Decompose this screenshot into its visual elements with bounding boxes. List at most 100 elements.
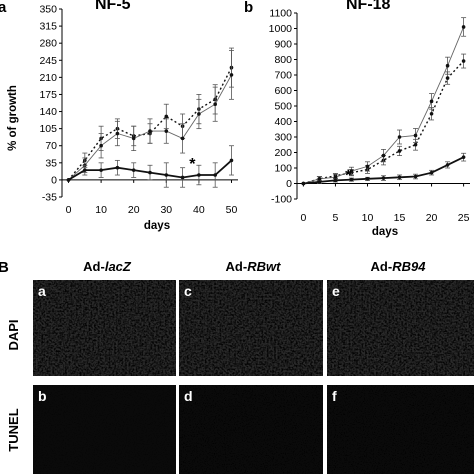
data-point [349,169,354,173]
micrograph-grid: a c e b d f [33,280,474,474]
significance-marker: * [345,167,352,184]
data-point [229,73,234,77]
tile-letter: e [332,283,340,299]
data-point [83,168,87,172]
tile-letter: d [184,388,193,404]
y-tick-label: 350 [39,4,57,16]
data-point [397,149,402,153]
tile-letter: c [184,283,192,299]
micrograph-tunel: b [33,385,176,474]
x-tick-label: 20 [128,204,140,216]
y-tick-label: 70 [45,140,57,152]
data-point [131,168,136,172]
chart-title-nf18: NF-18 [346,0,391,13]
x-axis-label-nf18: days [372,226,398,238]
data-point [429,111,434,116]
y-tick-label: 100 [274,163,292,175]
column-header-rbwt: Ad-RBwt [226,259,282,274]
x-tick-label: 0 [300,212,306,224]
data-point [317,177,322,181]
data-point [445,163,450,167]
y-tick-label: 105 [39,123,57,135]
data-point [164,173,169,177]
data-point [164,114,169,119]
chart-nf18: b NF-18 days -10001002003004005006007008… [244,0,470,238]
row-label-dapi: DAPI [6,319,21,350]
data-point [365,164,370,169]
data-point [413,142,418,147]
data-point [461,155,466,159]
y-tick-label: 245 [39,55,57,67]
tile-letter: f [332,388,337,404]
data-point [429,99,434,104]
y-tick-label: 0 [286,178,292,190]
x-tick-label: 10 [362,212,374,224]
data-point [381,176,386,180]
x-tick-label: 0 [66,204,72,216]
y-tick-label: 1000 [269,23,293,35]
x-axis-label-nf5: days [144,220,170,232]
y-tick-label: 500 [274,101,292,113]
tile-letter: a [38,283,46,299]
data-point [445,63,450,68]
panel-letter-B: B [0,259,9,276]
data-point [180,175,185,180]
micrograph-texture [327,385,474,474]
y-tick-label: 800 [274,54,292,66]
data-point [461,25,466,29]
x-tick-label: 20 [426,212,438,224]
column-header-rb94: Ad-RB94 [371,259,427,274]
data-point [461,59,466,63]
row-label-tunel: TUNEL [6,408,21,451]
data-point [397,135,402,139]
y-tick-label: 1100 [269,8,292,20]
x-tick-label: 30 [160,204,172,216]
data-point [99,143,103,148]
x-tick-label: 15 [394,212,406,224]
data-point [164,129,169,133]
y-tick-label: 700 [274,70,292,82]
y-tick-label: -35 [42,192,57,204]
data-point [317,180,322,184]
micrograph-texture [327,280,474,376]
data-point [381,153,386,158]
y-tick-label: 400 [274,116,292,128]
chart-letter-a: a [0,0,7,16]
data-point [333,175,338,180]
micrograph-dapi: e [327,280,474,376]
micrograph-texture [179,385,323,474]
data-point [115,165,120,170]
significance-marker: * [189,156,196,173]
panel-b: B Ad-lacZ Ad-RBwt Ad-RB94 DAPI TUNEL a c e… [0,259,474,474]
micrograph-tunel: f [327,385,474,474]
micrograph-texture [33,385,176,474]
micrograph-dapi: c [179,280,323,376]
tile-letter: b [38,388,47,404]
data-point [148,170,152,175]
series-line-dotted [303,60,465,185]
x-tick-label: 25 [458,212,470,224]
x-tick-label: 40 [193,204,205,216]
micrograph-texture [33,280,176,376]
data-point [180,136,185,141]
data-point [115,131,120,136]
data-point [131,136,136,141]
data-point [333,178,338,183]
x-tick-label: 10 [95,204,107,216]
data-point [148,129,152,133]
y-tick-label: 175 [39,89,57,101]
y-tick-label: -100 [271,194,292,206]
y-tick-label: 600 [274,85,292,97]
data-point [397,175,402,180]
y-tick-label: 210 [39,72,57,84]
data-point [99,168,103,172]
y-tick-label: 140 [39,106,57,118]
data-point [413,133,418,138]
data-point [213,102,217,107]
data-point [213,173,217,177]
data-point [413,174,418,179]
y-tick-label: 0 [51,174,57,186]
plot-area-nf5: -35 0 35 70 105 140 175 210 245 280 315 350 0 10 20 30 4… [39,4,238,216]
y-tick-label: 280 [39,38,57,50]
